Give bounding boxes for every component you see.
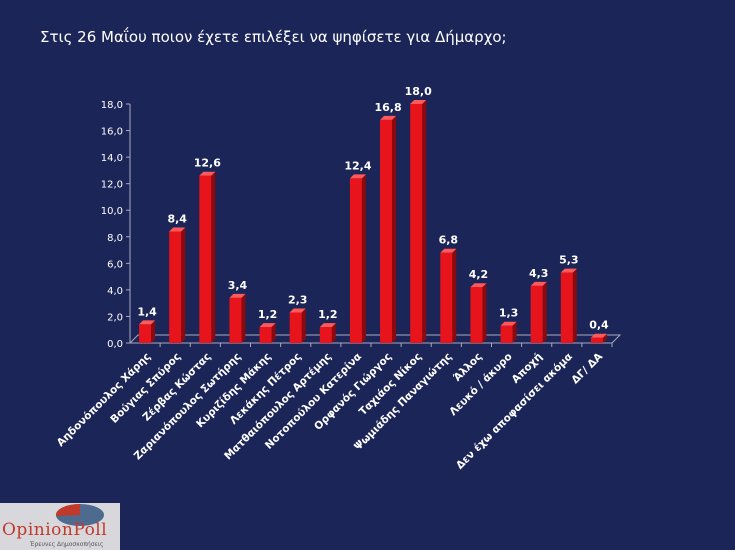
bar-side [151, 320, 156, 343]
y-tick-label: 12,0 [101, 180, 123, 191]
data-label: 18,0 [405, 85, 432, 98]
bar [169, 231, 182, 343]
data-label: 0,4 [589, 319, 609, 332]
bar-side [241, 293, 246, 343]
bar-side [301, 308, 306, 343]
data-label: 8,4 [167, 212, 187, 225]
bar [289, 312, 302, 343]
chart-title: Στις 26 Μαΐου ποιον έχετε επιλέξει να ψη… [40, 28, 507, 46]
bar-top [259, 323, 276, 328]
data-label: 1,4 [137, 305, 157, 318]
bar [380, 119, 393, 343]
bar-top [470, 283, 487, 288]
bar-top [169, 227, 186, 232]
y-tick-label: 18,0 [101, 100, 123, 111]
y-tick-label: 16,0 [101, 127, 123, 138]
opinionpoll-logo: OpinionPoll Έρευνες Δημοσκοπήσεις [0, 503, 120, 550]
y-tick-label: 14,0 [101, 153, 123, 164]
data-label: 1,3 [499, 307, 519, 320]
bar-side [572, 268, 577, 343]
bar-top [560, 268, 577, 273]
bar-top [229, 293, 246, 298]
bar-side [361, 174, 366, 343]
bar-top [410, 100, 427, 104]
bar [259, 327, 272, 343]
bar-side [331, 323, 336, 343]
bar-side [392, 115, 397, 343]
bar [500, 325, 513, 343]
logo-pie-icon [55, 503, 104, 526]
bar-top [590, 333, 607, 338]
data-label: 3,4 [228, 279, 248, 292]
data-label: 16,8 [374, 101, 401, 114]
data-label: 4,3 [529, 267, 549, 280]
data-label: 12,4 [344, 159, 371, 172]
bar-side [542, 281, 547, 343]
bar-top [500, 321, 517, 326]
logo-tagline: Έρευνες Δημοσκοπήσεις [30, 541, 104, 548]
bar-top [380, 115, 397, 120]
data-label: 1,2 [258, 308, 278, 321]
bar-top [289, 308, 306, 313]
y-tick-label: 6,0 [107, 259, 123, 270]
y-tick-label: 10,0 [101, 206, 123, 217]
bar [530, 285, 543, 343]
data-label: 4,2 [469, 268, 489, 281]
category-label: ΔΓ/ ΔΑ [569, 350, 605, 386]
y-tick-label: 8,0 [107, 233, 123, 244]
data-label: 5,3 [559, 254, 579, 267]
bar-top [440, 248, 457, 253]
bar-top [139, 320, 156, 325]
bar-side [181, 227, 186, 343]
y-tick-label: 2,0 [107, 312, 123, 323]
bar-side [512, 321, 517, 343]
data-label: 12,6 [194, 157, 221, 170]
data-label: 1,2 [318, 308, 338, 321]
bar-top [530, 281, 547, 286]
bar-side [602, 333, 607, 343]
y-tick-label: 4,0 [107, 286, 123, 297]
logo-wordmark: OpinionPoll [2, 520, 108, 540]
bar-top [349, 174, 366, 179]
bar-top [199, 171, 216, 176]
bar [590, 337, 603, 343]
bar [560, 272, 573, 343]
bar [229, 297, 242, 343]
data-label: 6,8 [439, 234, 459, 247]
bar [349, 178, 362, 343]
bar [470, 287, 483, 343]
data-label: 2,3 [288, 293, 308, 306]
bar [199, 175, 212, 343]
bar [440, 252, 453, 343]
bar [410, 104, 423, 343]
bar-side [452, 248, 457, 343]
bar-top [319, 323, 336, 328]
bar [139, 324, 152, 343]
bar-side [422, 100, 427, 343]
bar-side [211, 171, 216, 343]
bar [319, 327, 332, 343]
bar-side [482, 283, 487, 343]
y-tick-label: 0,0 [107, 339, 123, 350]
bar-side [271, 323, 276, 343]
